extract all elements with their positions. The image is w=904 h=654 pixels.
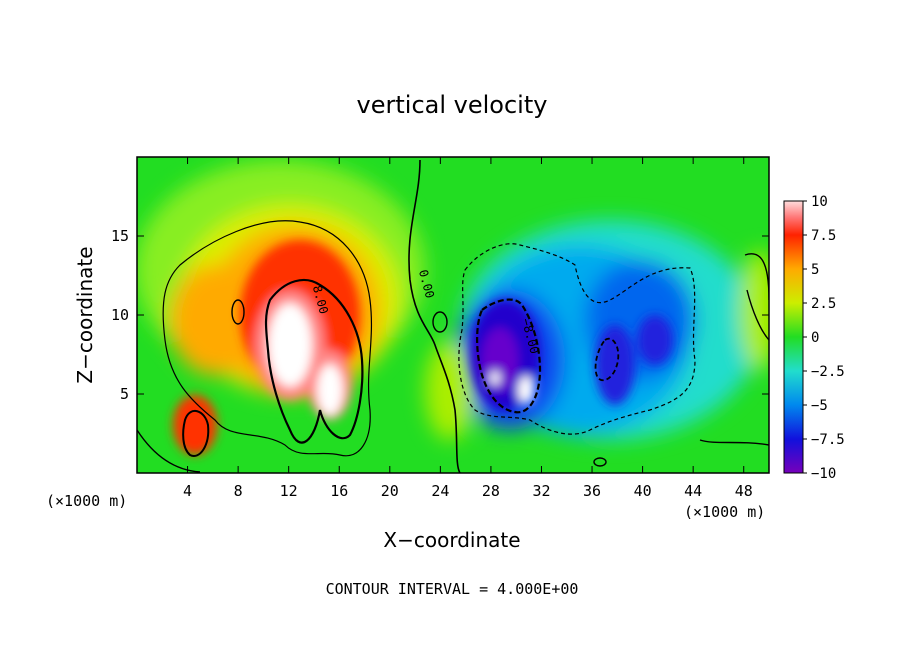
- x-tick-label: 4: [183, 482, 192, 500]
- colorbar-tick-label: −5: [811, 398, 828, 414]
- colorbar-tick-label: 0: [811, 330, 819, 346]
- colorbar-tick-label: −10: [811, 466, 836, 482]
- x-tick-label: 32: [532, 482, 550, 500]
- heatmap-field: 8.000.00−8.00: [137, 157, 769, 473]
- colorbar-tick-label: 5: [811, 262, 819, 278]
- contour-interval: CONTOUR INTERVAL = 4.000E+00: [326, 580, 579, 598]
- chart-title: vertical velocity: [357, 91, 548, 119]
- x-tick-label: 16: [330, 482, 348, 500]
- x-axis: 4 8 12 16 20 24 28 32 36 40 44 48: [183, 157, 753, 500]
- colorbar: 10 7.5 5 2.5 0 −2.5 −5 −7.5 −10: [783, 194, 845, 482]
- y-tick-label: 5: [120, 385, 129, 403]
- y-tick-label: 15: [111, 227, 129, 245]
- x-axis-label: X−coordinate: [383, 528, 520, 552]
- colorbar-tick-label: 7.5: [811, 228, 836, 244]
- x-tick-label: 20: [381, 482, 399, 500]
- x-tick-label: 48: [735, 482, 753, 500]
- colorbar-tick-label: 10: [811, 194, 828, 210]
- y-axis-label: Z−coordinate: [73, 246, 97, 383]
- x-tick-label: 36: [583, 482, 601, 500]
- x-tick-label: 44: [684, 482, 702, 500]
- x-tick-label: 40: [634, 482, 652, 500]
- colorbar-tick-label: −7.5: [811, 432, 845, 448]
- y-tick-label: 10: [111, 306, 129, 324]
- y-axis: 5 10 15: [111, 227, 769, 403]
- x-unit-left: (×1000 m): [46, 492, 127, 510]
- x-tick-label: 8: [234, 482, 243, 500]
- x-tick-label: 12: [280, 482, 298, 500]
- x-tick-label: 28: [482, 482, 500, 500]
- contour-lines: [137, 159, 769, 473]
- x-unit-right: (×1000 m): [684, 503, 765, 521]
- colorbar-tick-label: 2.5: [811, 296, 836, 312]
- x-tick-label: 24: [431, 482, 449, 500]
- colorbar-gradient: [783, 200, 804, 474]
- colorbar-ticks: 10 7.5 5 2.5 0 −2.5 −5 −7.5 −10: [803, 194, 845, 482]
- field-core-layer: [173, 240, 673, 455]
- colorbar-tick-label: −2.5: [811, 364, 845, 380]
